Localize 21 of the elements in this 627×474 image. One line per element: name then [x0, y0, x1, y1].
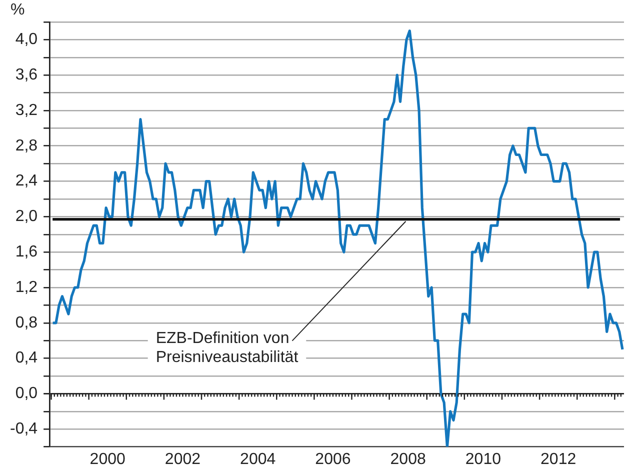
y-tick-label: 3,6: [15, 66, 38, 84]
y-tick-label: 3,2: [15, 102, 38, 119]
y-tick-label: 2,4: [15, 172, 38, 190]
y-tick-label: 2,0: [15, 208, 38, 226]
y-tick-label: 0,0: [15, 385, 38, 402]
x-tick-label: 2008: [390, 450, 426, 468]
x-tick-label: 2006: [315, 450, 351, 468]
x-tick-label: 2010: [465, 450, 502, 468]
y-tick-label: 0,4: [15, 350, 38, 367]
y-tick-label: 1,2: [15, 278, 38, 296]
y-tick-label: -0,4: [10, 420, 38, 438]
x-tick-label: 2004: [240, 450, 276, 468]
x-tick-label: 2012: [540, 450, 576, 468]
y-axis-title: %: [10, 1, 25, 18]
ref-line-label: EZB-Definition von Preisniveaustabilität: [156, 330, 299, 366]
y-tick-label: 1,6: [15, 244, 38, 261]
y-tick-label: 2,8: [15, 137, 38, 154]
y-tick-label: 0,8: [15, 314, 38, 332]
x-tick-label: 2002: [164, 450, 201, 468]
x-tick-label: 2000: [90, 450, 126, 468]
y-tick-label: 4,0: [15, 31, 38, 48]
